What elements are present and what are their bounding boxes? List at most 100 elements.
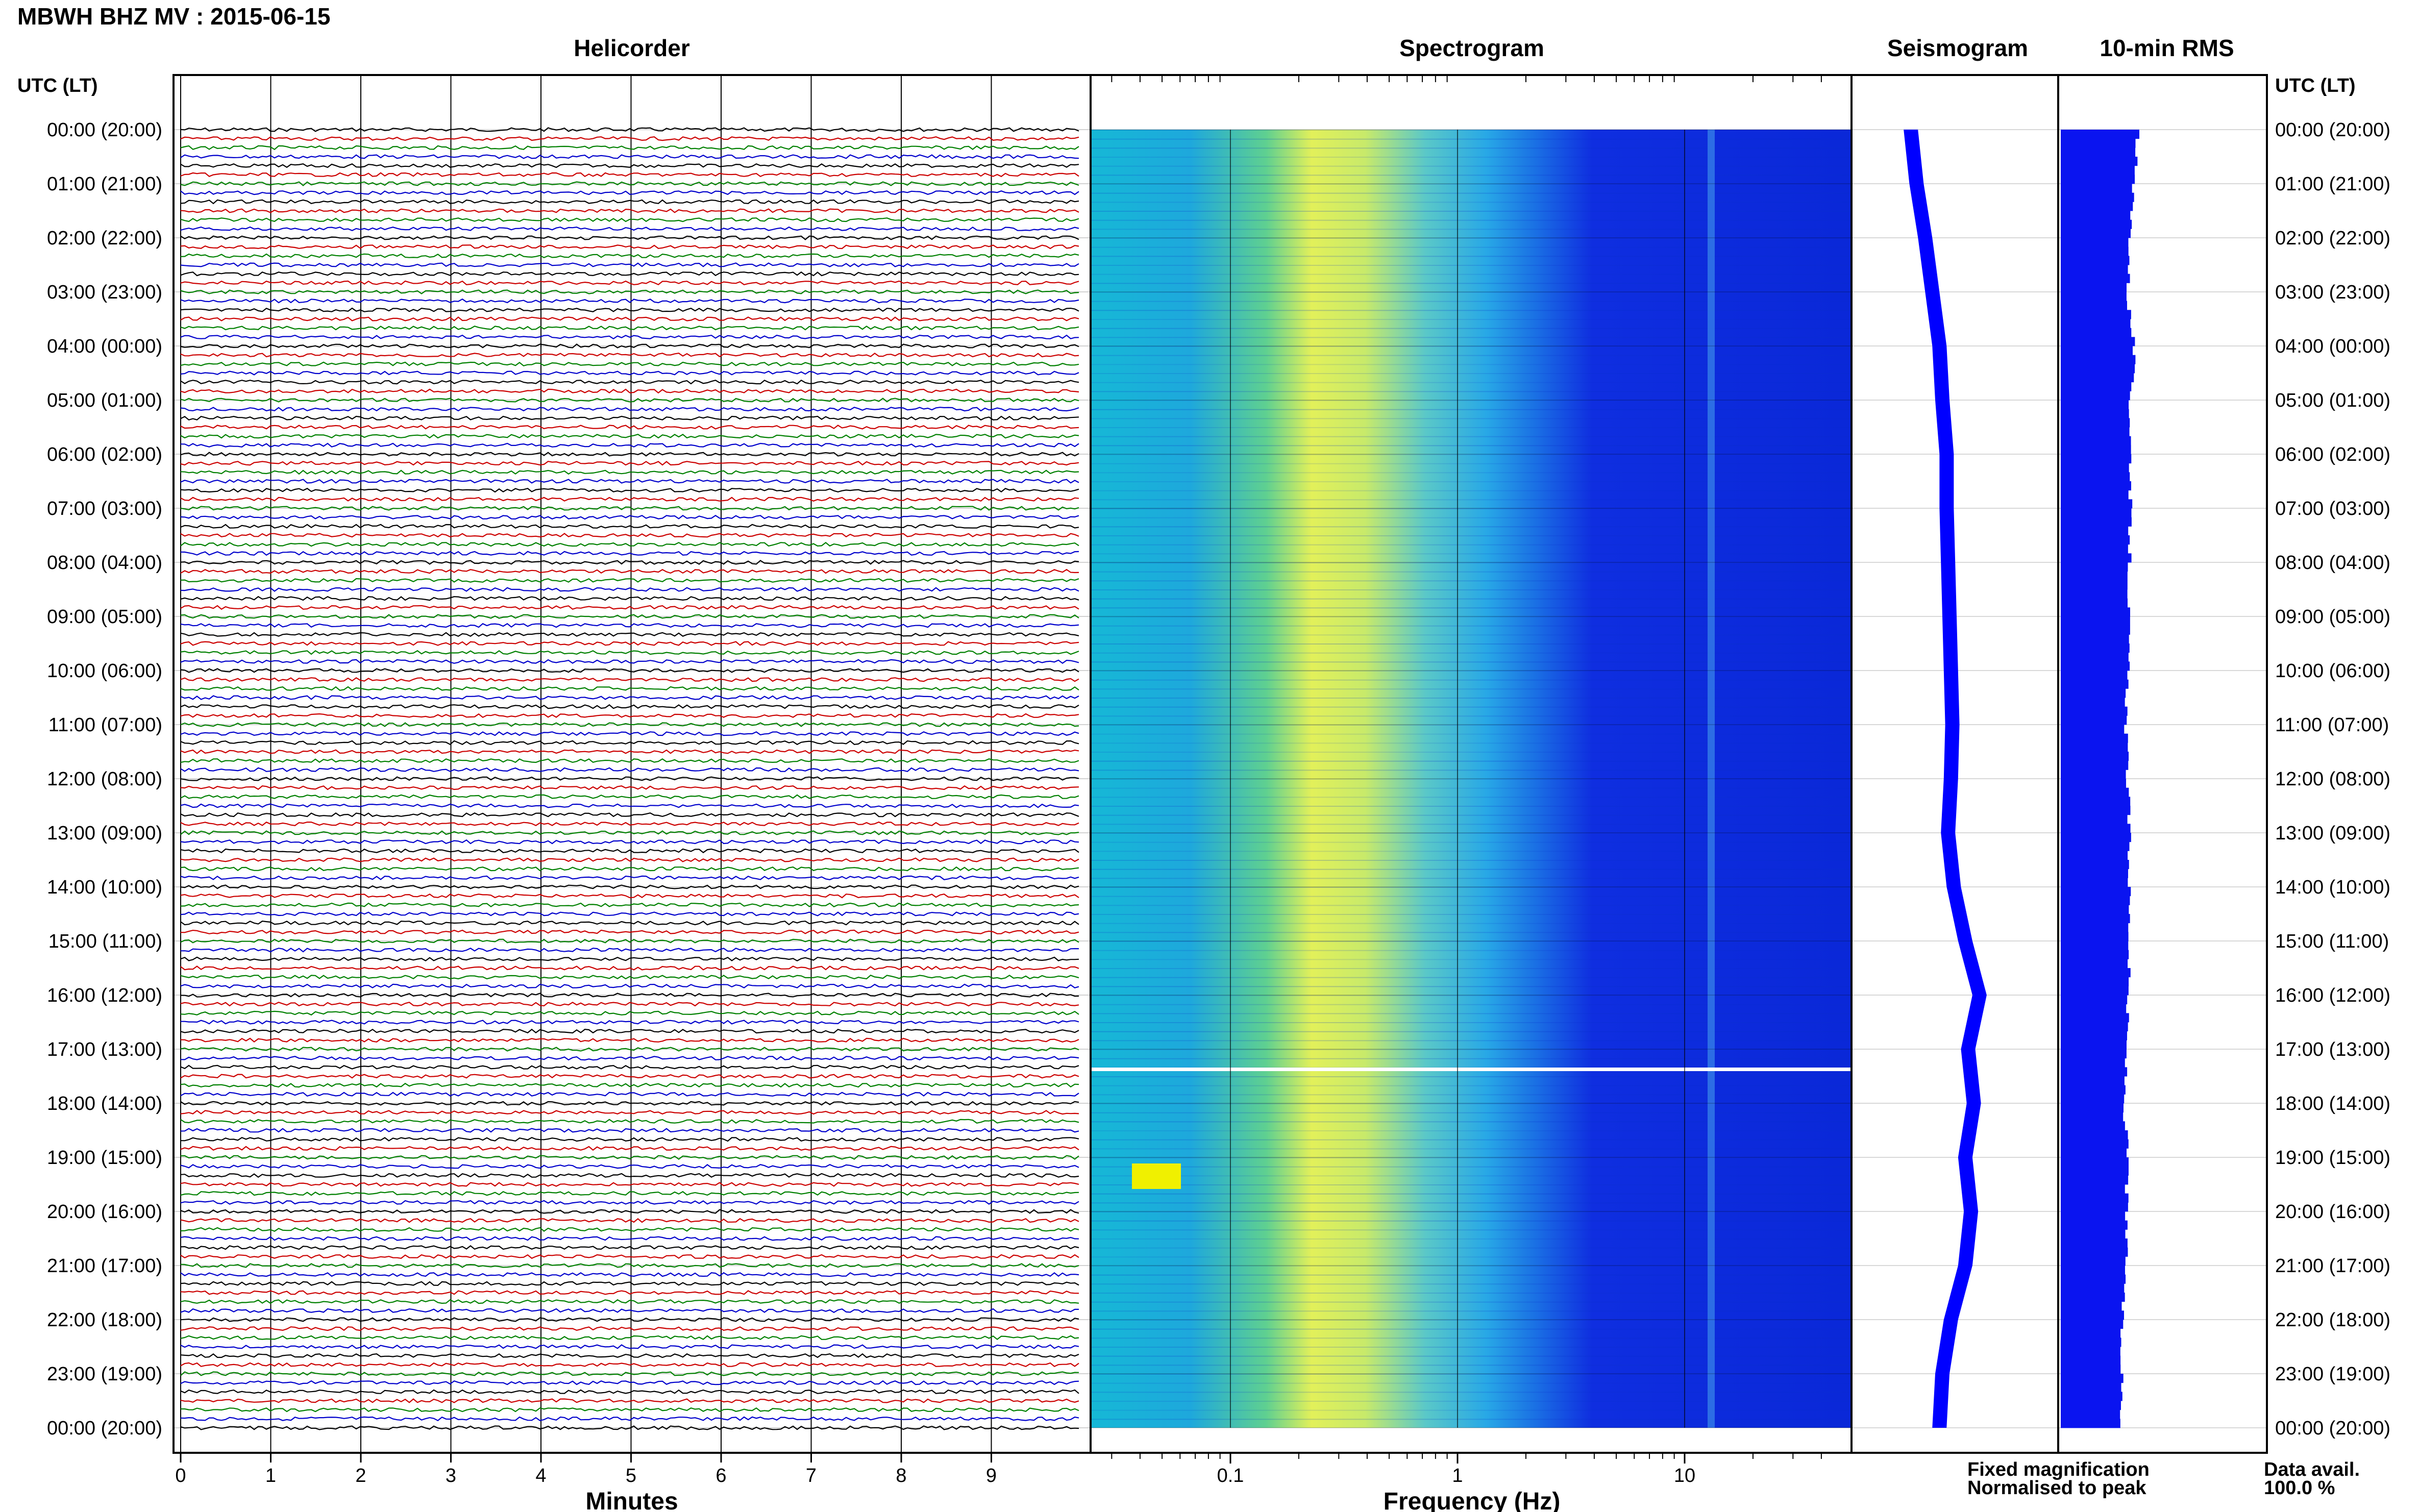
spectrogram-row-band <box>1092 1256 1850 1258</box>
rms-bar <box>2061 652 2129 662</box>
rms-bar <box>2061 165 2135 175</box>
rms-bar <box>2061 607 2130 617</box>
helicorder-trace <box>180 181 1079 186</box>
spectrogram-row-band <box>1092 337 1850 338</box>
spectrogram-row-band <box>1092 661 1850 663</box>
spectrogram-row-band <box>1092 130 1850 131</box>
time-column-label-left: UTC (LT) <box>17 75 98 96</box>
helicorder-trace <box>180 1398 1079 1403</box>
spectrogram-row-band <box>1092 1085 1850 1086</box>
helicorder-tick-label: 6 <box>715 1465 726 1486</box>
rms-bar <box>2061 265 2128 275</box>
spectrogram-row-band <box>1092 535 1850 536</box>
rms-bar <box>2061 373 2134 383</box>
spectrogram-row-band <box>1092 219 1850 221</box>
rms-bar <box>2061 779 2126 788</box>
hour-label-left: 11:00 (07:00) <box>48 714 162 736</box>
spectrogram-row-band <box>1092 508 1850 509</box>
helicorder-trace <box>180 461 1079 466</box>
spectrogram-row-band <box>1092 184 1850 185</box>
spectrogram-x-label: Frequency (Hz) <box>1384 1488 1561 1512</box>
rms-bar <box>2061 905 2129 914</box>
rms-bar <box>2061 887 2131 897</box>
helicorder-trace <box>180 713 1079 718</box>
helicorder-trace <box>180 1425 1079 1430</box>
rms-bar <box>2061 409 2129 418</box>
spectrogram-row-band <box>1092 1049 1850 1050</box>
helicorder-tick-label: 3 <box>446 1465 456 1486</box>
spectrogram-row-band <box>1092 941 1850 942</box>
rms-bar <box>2061 1401 2121 1410</box>
rms-bar <box>2061 1112 2124 1122</box>
helicorder-panel: 0 1 2 3 4 5 6 7 8 9 Minutes <box>172 74 1092 1512</box>
hour-label-left: 17:00 (13:00) <box>47 1039 162 1060</box>
helicorder-x-ticks: 0 1 2 3 4 5 6 7 8 9 <box>175 1453 997 1486</box>
spectrogram-row-band <box>1092 517 1850 518</box>
spectrogram-row-band <box>1092 175 1850 176</box>
spectrogram-row-band <box>1092 364 1850 365</box>
spectrogram-row-band <box>1092 652 1850 654</box>
rms-bar <box>2061 1121 2125 1131</box>
helicorder-trace <box>180 1317 1079 1322</box>
rms-bar <box>2061 1130 2128 1140</box>
hour-label-left: 23:00 (19:00) <box>47 1364 162 1385</box>
rms-bar <box>2061 1184 2125 1194</box>
helicorder-trace <box>180 695 1079 700</box>
spectrogram-row-band <box>1092 1409 1850 1411</box>
hour-label-left: 00:00 (20:00) <box>47 1418 162 1439</box>
spectrogram-row-band <box>1092 138 1850 140</box>
helicorder-trace <box>180 965 1079 971</box>
hour-label-right: 01:00 (21:00) <box>2275 173 2390 195</box>
helicorder-trace <box>180 632 1079 637</box>
spectrogram-row-band <box>1092 589 1850 590</box>
spectrogram-row-band <box>1092 292 1850 293</box>
spectrogram-row-band <box>1092 950 1850 951</box>
rms-bar <box>2061 589 2128 599</box>
rms-bar <box>2061 814 2128 824</box>
spectrogram-row-band <box>1092 265 1850 266</box>
rms-bars <box>2061 130 2139 1428</box>
spectrogram-row-band <box>1092 923 1850 924</box>
rms-bar <box>2061 445 2131 455</box>
helicorder-tick-label: 0 <box>175 1465 186 1486</box>
helicorder-trace <box>180 1353 1079 1358</box>
helicorder-trace <box>180 316 1079 321</box>
helicorder-trace <box>180 1380 1079 1385</box>
spectrogram-row-band <box>1092 869 1850 870</box>
helicorder-trace <box>180 280 1079 285</box>
spectrogram-row-texture <box>1092 130 1850 1420</box>
rms-bar <box>2061 860 2129 870</box>
rms-bar <box>2061 238 2129 247</box>
helicorder-trace <box>180 623 1079 628</box>
spectrogram-row-band <box>1092 283 1850 284</box>
seismogram-title: Seismogram <box>1887 35 2028 61</box>
rms-bar <box>2061 138 2136 148</box>
helicorder-trace <box>180 1173 1079 1178</box>
spectrogram-row-band <box>1092 246 1850 248</box>
helicorder-trace <box>180 1047 1079 1052</box>
hour-label-left: 18:00 (14:00) <box>47 1093 162 1114</box>
helicorder-trace <box>180 1236 1079 1241</box>
helicorder-trace <box>180 866 1079 872</box>
hour-label-right: 07:00 (03:00) <box>2275 498 2390 519</box>
hour-label-right: 20:00 (16:00) <box>2275 1201 2390 1223</box>
helicorder-trace <box>180 1001 1079 1007</box>
helicorder-trace <box>180 749 1079 754</box>
hour-label-right: 11:00 (07:00) <box>2275 714 2389 736</box>
spectrogram-row-band <box>1092 427 1850 428</box>
helicorder-trace <box>180 136 1079 141</box>
spectrogram-row-band <box>1092 1211 1850 1212</box>
helicorder-trace <box>180 1416 1079 1422</box>
rms-bar <box>2061 418 2130 428</box>
rms-bar <box>2061 499 2133 509</box>
helicorder-trace <box>180 407 1079 412</box>
hour-label-right: 00:00 (20:00) <box>2275 1418 2390 1439</box>
spectrogram-row-band <box>1092 752 1850 753</box>
hour-label-right: 12:00 (08:00) <box>2275 769 2390 790</box>
helicorder-trace <box>180 370 1079 376</box>
helicorder-trace <box>180 560 1079 565</box>
helicorder-traces <box>180 127 1079 1430</box>
helicorder-trace <box>180 452 1079 457</box>
helicorder-trace <box>180 353 1079 358</box>
spectrogram-row-band <box>1092 373 1850 374</box>
